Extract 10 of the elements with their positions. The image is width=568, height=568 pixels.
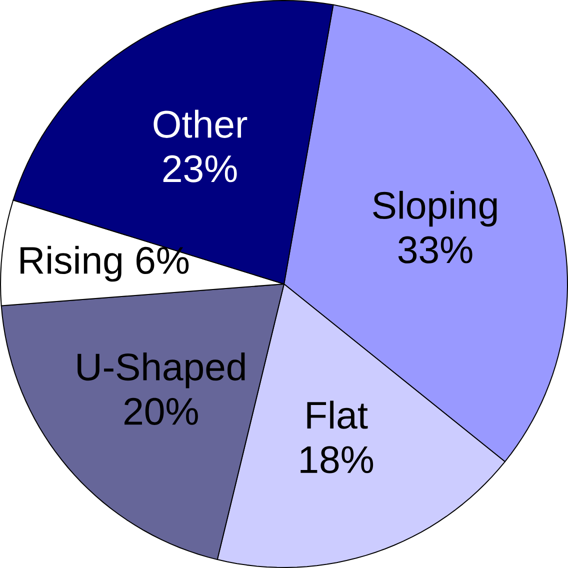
data-label: 20% [124, 398, 198, 426]
slice-label: Flat [307, 400, 368, 429]
data-label: 18% [300, 446, 374, 474]
slice-label: U-Shaped [78, 352, 245, 388]
slice-label: Rising [20, 246, 122, 282]
data-label: 33% [398, 236, 472, 264]
slice-label: Sloping [373, 190, 497, 227]
data-label: 23% [163, 155, 237, 182]
data-label: 6% [136, 246, 189, 274]
slice-label: Other [154, 110, 248, 138]
